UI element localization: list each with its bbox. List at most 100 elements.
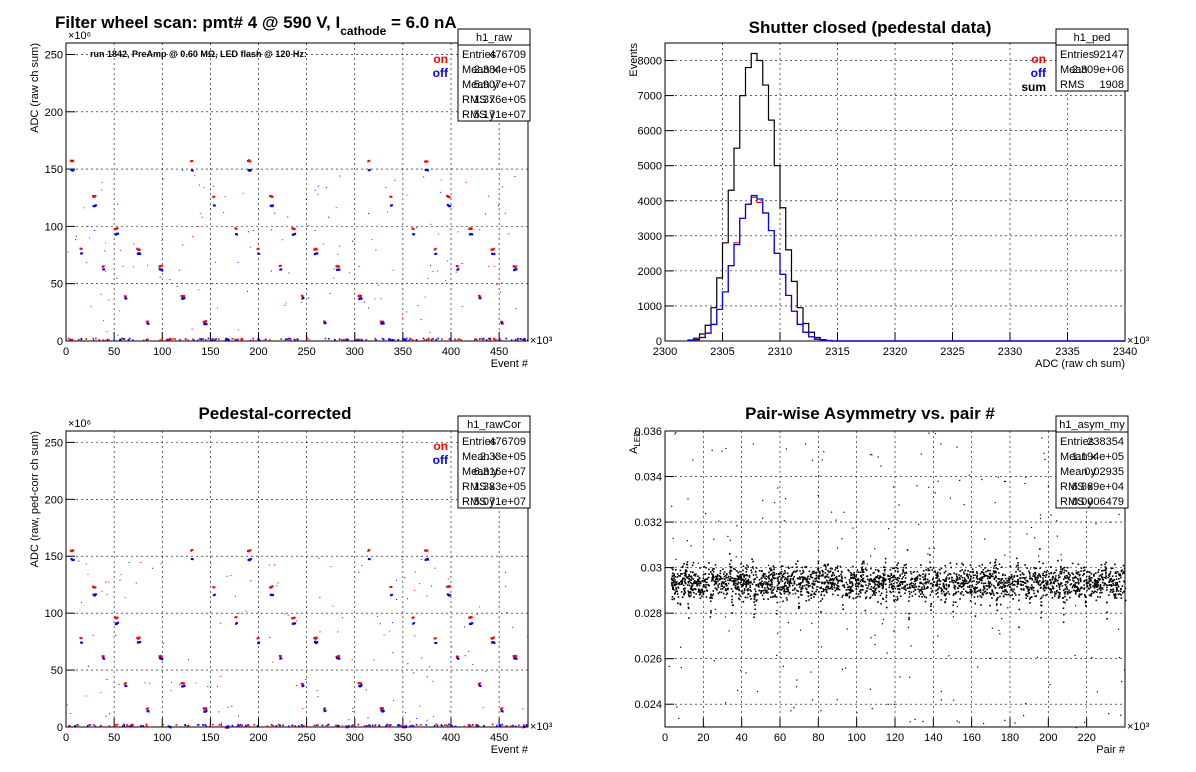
data-point bbox=[1072, 579, 1074, 582]
data-point bbox=[1113, 579, 1116, 581]
data-point-off bbox=[404, 339, 407, 342]
data-point-baseline bbox=[512, 724, 514, 727]
data-point-outlier bbox=[909, 721, 911, 723]
data-point bbox=[834, 569, 837, 571]
data-point bbox=[902, 586, 905, 589]
data-point bbox=[961, 562, 963, 565]
data-point bbox=[771, 574, 774, 576]
stats-value: 476709 bbox=[489, 436, 526, 448]
data-point bbox=[786, 578, 788, 581]
data-point bbox=[1069, 574, 1071, 576]
data-point bbox=[962, 571, 965, 574]
data-point bbox=[891, 586, 893, 589]
data-point-transition bbox=[339, 175, 341, 177]
data-point bbox=[1042, 580, 1045, 582]
data-point bbox=[723, 578, 726, 581]
data-point-outlier bbox=[811, 622, 813, 624]
data-point bbox=[897, 562, 900, 564]
data-point bbox=[764, 591, 767, 594]
data-point bbox=[848, 595, 851, 598]
data-point bbox=[786, 599, 788, 601]
stats-value: 5.171e+07 bbox=[474, 109, 526, 121]
data-point-baseline bbox=[510, 725, 512, 727]
data-point-outlier bbox=[725, 447, 727, 450]
data-point bbox=[739, 582, 742, 584]
data-point bbox=[1022, 584, 1024, 586]
data-point bbox=[1060, 565, 1062, 568]
data-point bbox=[859, 580, 862, 583]
data-point bbox=[765, 575, 768, 578]
data-point-transition bbox=[224, 196, 226, 198]
data-point bbox=[888, 577, 891, 580]
data-point-outlier bbox=[898, 504, 900, 506]
data-point bbox=[737, 581, 740, 584]
data-point bbox=[1064, 588, 1066, 591]
y-tick-label: 200 bbox=[45, 107, 63, 119]
data-point bbox=[989, 604, 991, 607]
data-point bbox=[979, 591, 982, 594]
data-point bbox=[796, 569, 798, 572]
data-point bbox=[829, 577, 832, 580]
data-point bbox=[779, 572, 781, 574]
data-point bbox=[817, 562, 820, 565]
stats-key: RMS bbox=[1060, 79, 1084, 91]
data-point-baseline bbox=[68, 725, 71, 727]
data-point-baseline bbox=[489, 338, 492, 340]
data-point bbox=[832, 593, 834, 596]
data-point-baseline bbox=[441, 338, 443, 340]
data-point bbox=[1092, 581, 1094, 584]
data-point-outlier bbox=[777, 632, 779, 634]
data-point bbox=[709, 600, 712, 603]
data-point bbox=[1027, 580, 1029, 583]
data-point-outlier bbox=[1038, 555, 1040, 557]
data-point bbox=[945, 593, 947, 595]
data-point bbox=[897, 584, 900, 587]
data-point bbox=[860, 579, 863, 581]
data-point bbox=[1048, 572, 1051, 575]
data-point bbox=[944, 594, 947, 597]
data-point bbox=[860, 575, 862, 577]
data-point bbox=[847, 586, 849, 589]
data-point bbox=[963, 584, 965, 586]
data-point bbox=[1025, 576, 1027, 579]
data-point-outlier bbox=[795, 686, 798, 688]
data-point bbox=[805, 578, 807, 580]
data-point-on bbox=[116, 227, 119, 230]
data-point-transition bbox=[385, 186, 387, 188]
data-point bbox=[1012, 598, 1014, 600]
data-point bbox=[797, 590, 800, 593]
data-point bbox=[892, 575, 894, 577]
data-point-on bbox=[182, 294, 185, 298]
data-point bbox=[1040, 601, 1043, 603]
data-point bbox=[969, 571, 972, 573]
data-point bbox=[1087, 582, 1090, 584]
data-point bbox=[1077, 563, 1080, 566]
data-point bbox=[976, 575, 978, 578]
data-point-transition bbox=[236, 622, 238, 624]
data-point-baseline bbox=[500, 339, 503, 342]
data-point bbox=[1080, 580, 1082, 583]
data-point bbox=[718, 575, 721, 577]
data-point bbox=[1066, 588, 1069, 591]
data-point-on bbox=[235, 616, 238, 619]
y-tick-label: 7000 bbox=[638, 91, 662, 103]
data-point bbox=[722, 573, 725, 575]
data-point bbox=[1028, 589, 1031, 591]
data-point bbox=[856, 595, 859, 598]
data-point bbox=[672, 582, 674, 584]
data-point bbox=[808, 599, 810, 601]
data-point bbox=[805, 580, 808, 582]
data-point-baseline bbox=[483, 724, 485, 727]
data-point-baseline bbox=[514, 338, 517, 341]
data-point bbox=[847, 588, 850, 591]
data-point bbox=[748, 574, 751, 577]
data-point bbox=[809, 574, 812, 576]
data-point-transition bbox=[479, 229, 481, 231]
data-point bbox=[937, 591, 939, 594]
data-point-baseline bbox=[351, 725, 353, 727]
data-point bbox=[1094, 585, 1096, 587]
data-point-baseline bbox=[454, 339, 457, 342]
data-point bbox=[826, 585, 828, 588]
data-point-off bbox=[324, 322, 327, 325]
data-point bbox=[1093, 590, 1096, 593]
